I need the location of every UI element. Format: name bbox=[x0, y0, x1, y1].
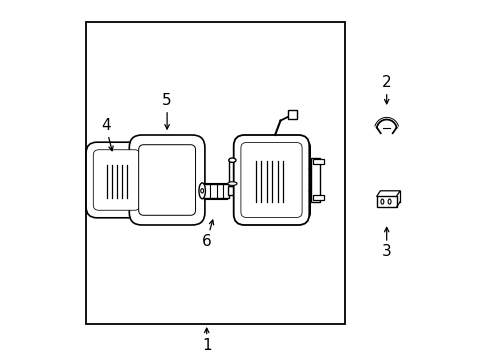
Text: 2: 2 bbox=[381, 75, 391, 90]
FancyBboxPatch shape bbox=[86, 142, 147, 218]
Bar bbox=[86, 22, 345, 324]
FancyBboxPatch shape bbox=[139, 145, 195, 215]
Bar bbox=[228, 160, 236, 186]
Text: 5: 5 bbox=[162, 93, 172, 108]
Ellipse shape bbox=[380, 199, 383, 204]
Bar bbox=[202, 184, 229, 198]
Ellipse shape bbox=[201, 189, 203, 193]
FancyBboxPatch shape bbox=[241, 143, 302, 217]
FancyBboxPatch shape bbox=[93, 150, 140, 210]
Text: 1: 1 bbox=[202, 338, 211, 353]
Ellipse shape bbox=[199, 183, 205, 199]
Bar bbox=[287, 110, 296, 119]
Bar bbox=[310, 158, 320, 202]
Ellipse shape bbox=[228, 158, 236, 162]
FancyBboxPatch shape bbox=[239, 141, 310, 219]
FancyBboxPatch shape bbox=[233, 135, 309, 225]
Bar bbox=[312, 159, 323, 164]
Text: 4: 4 bbox=[101, 118, 110, 134]
Bar bbox=[228, 186, 236, 195]
Text: 6: 6 bbox=[202, 234, 211, 249]
Bar bbox=[312, 195, 323, 200]
Bar bbox=[376, 196, 396, 207]
Ellipse shape bbox=[387, 199, 390, 204]
Text: 3: 3 bbox=[381, 244, 391, 260]
Ellipse shape bbox=[227, 182, 237, 185]
FancyBboxPatch shape bbox=[129, 135, 204, 225]
